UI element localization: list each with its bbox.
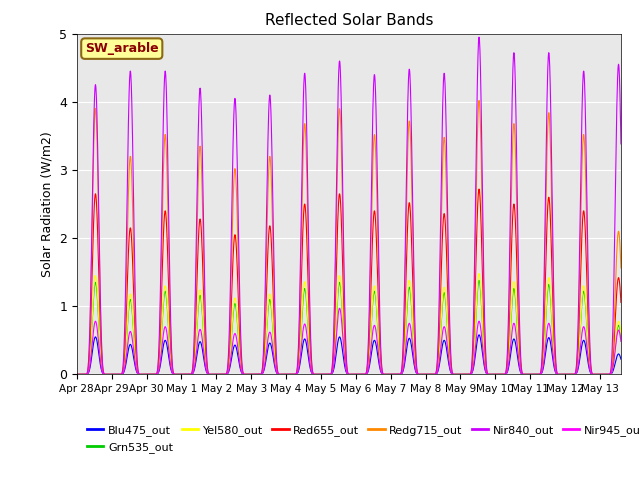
Redg715_out <box>475 97 483 103</box>
Nir945_out <box>249 372 257 377</box>
Nir945_out <box>631 372 639 377</box>
Yel580_out <box>524 372 532 377</box>
Blu475_out <box>524 372 532 377</box>
Redg715_out <box>249 372 257 377</box>
Yel580_out <box>556 372 563 377</box>
Nir945_out <box>524 372 532 377</box>
Yel580_out <box>249 372 257 377</box>
Blu475_out <box>623 372 631 377</box>
Line: Blu475_out: Blu475_out <box>77 335 635 374</box>
Grn535_out <box>129 313 136 319</box>
Blu475_out <box>249 372 257 377</box>
Nir840_out <box>73 372 81 377</box>
Yel580_out <box>129 309 136 314</box>
Grn535_out <box>556 372 563 377</box>
Grn535_out <box>623 372 631 377</box>
Blu475_out <box>73 372 81 377</box>
Redg715_out <box>129 201 136 207</box>
Grn535_out <box>249 372 257 377</box>
Nir840_out <box>475 34 483 40</box>
Yel580_out <box>631 372 639 377</box>
Blu475_out <box>129 348 136 354</box>
Grn535_out <box>389 372 397 377</box>
Line: Redg715_out: Redg715_out <box>77 100 635 374</box>
Nir945_out <box>556 372 563 377</box>
Nir840_out <box>556 372 563 377</box>
Nir840_out <box>524 372 532 377</box>
Red655_out <box>73 372 81 377</box>
Redg715_out <box>389 372 397 377</box>
Blu475_out <box>475 332 483 338</box>
Nir945_out <box>73 372 81 377</box>
Yel580_out <box>475 271 483 276</box>
Blu475_out <box>631 372 639 377</box>
Red655_out <box>475 186 483 192</box>
Blu475_out <box>389 372 397 377</box>
Red655_out <box>249 372 257 377</box>
Title: Reflected Solar Bands: Reflected Solar Bands <box>264 13 433 28</box>
Nir840_out <box>631 372 639 377</box>
Line: Nir840_out: Nir840_out <box>77 37 635 374</box>
Yel580_out <box>623 372 631 377</box>
Nir840_out <box>249 372 257 377</box>
Nir840_out <box>623 371 631 376</box>
Nir840_out <box>389 372 397 377</box>
Nir945_out <box>623 372 631 377</box>
Yel580_out <box>389 372 397 377</box>
Redg715_out <box>631 372 639 377</box>
Blu475_out <box>556 372 563 377</box>
Grn535_out <box>475 277 483 283</box>
Nir840_out <box>129 134 136 140</box>
Redg715_out <box>556 372 563 377</box>
Grn535_out <box>73 372 81 377</box>
Red655_out <box>556 372 563 377</box>
Red655_out <box>524 372 532 377</box>
Nir945_out <box>390 372 397 377</box>
Redg715_out <box>623 371 631 377</box>
Line: Red655_out: Red655_out <box>77 189 635 374</box>
Red655_out <box>623 371 631 377</box>
Redg715_out <box>73 372 81 377</box>
Line: Nir945_out: Nir945_out <box>77 308 635 374</box>
Yel580_out <box>73 372 81 377</box>
Red655_out <box>129 257 136 263</box>
Nir945_out <box>129 338 136 344</box>
Grn535_out <box>631 372 639 377</box>
Grn535_out <box>524 372 532 377</box>
Redg715_out <box>524 372 532 377</box>
Legend: Blu475_out, Grn535_out, Yel580_out, Red655_out, Redg715_out, Nir840_out, Nir945_: Blu475_out, Grn535_out, Yel580_out, Red6… <box>83 421 640 457</box>
Nir945_out <box>336 305 344 311</box>
Red655_out <box>389 372 397 377</box>
Y-axis label: Solar Radiation (W/m2): Solar Radiation (W/m2) <box>40 131 54 277</box>
Line: Yel580_out: Yel580_out <box>77 274 635 374</box>
Red655_out <box>631 372 639 377</box>
Line: Grn535_out: Grn535_out <box>77 280 635 374</box>
Text: SW_arable: SW_arable <box>85 42 159 55</box>
